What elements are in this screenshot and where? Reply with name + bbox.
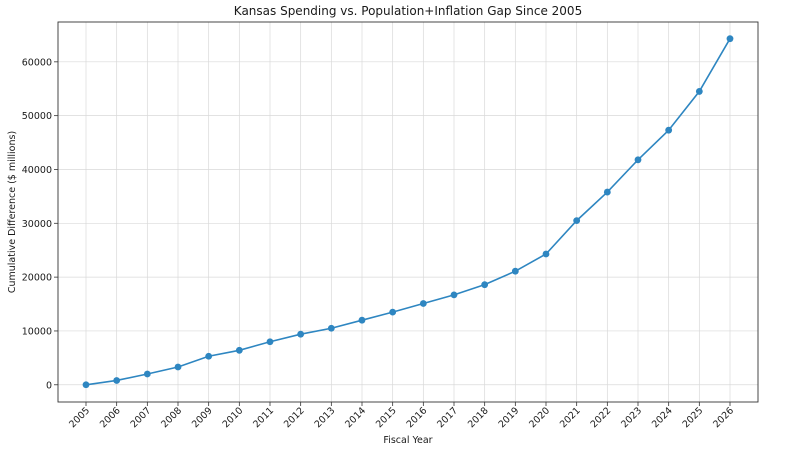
data-point	[573, 217, 581, 225]
data-point	[82, 381, 90, 389]
data-point	[327, 324, 335, 332]
plot-area-frame	[57, 21, 759, 403]
data-point	[297, 330, 305, 338]
data-point	[695, 88, 703, 95]
y-axis-label: Cumulative Difference ($ millions)	[7, 131, 18, 293]
data-point	[665, 126, 673, 134]
y-tick-label: 10000	[22, 326, 52, 337]
y-tick-label: 20000	[22, 273, 52, 284]
data-point	[174, 363, 182, 371]
series-layer	[82, 35, 734, 389]
data-point	[113, 377, 121, 384]
data-point	[726, 35, 734, 43]
y-tick-label: 0	[46, 380, 52, 391]
data-point	[235, 346, 243, 354]
data-point	[542, 250, 550, 258]
data-point	[481, 281, 489, 289]
y-tick-label: 50000	[22, 111, 52, 122]
data-point	[143, 370, 151, 378]
chart-title: Kansas Spending vs. Population+Inflation…	[234, 4, 582, 18]
series-line	[85, 38, 731, 386]
y-tick-label: 30000	[22, 219, 52, 230]
x-axis-label: Fiscal Year	[383, 435, 432, 446]
data-point	[205, 352, 213, 360]
data-point	[450, 291, 458, 299]
data-point	[634, 156, 642, 164]
data-point	[419, 300, 427, 307]
y-tick-label: 40000	[22, 165, 52, 176]
data-point	[511, 267, 519, 275]
data-point	[358, 316, 366, 324]
data-point	[603, 188, 611, 196]
data-point	[266, 338, 274, 346]
y-tick-label: 60000	[22, 57, 52, 68]
grid	[58, 22, 758, 402]
data-point	[389, 308, 397, 316]
